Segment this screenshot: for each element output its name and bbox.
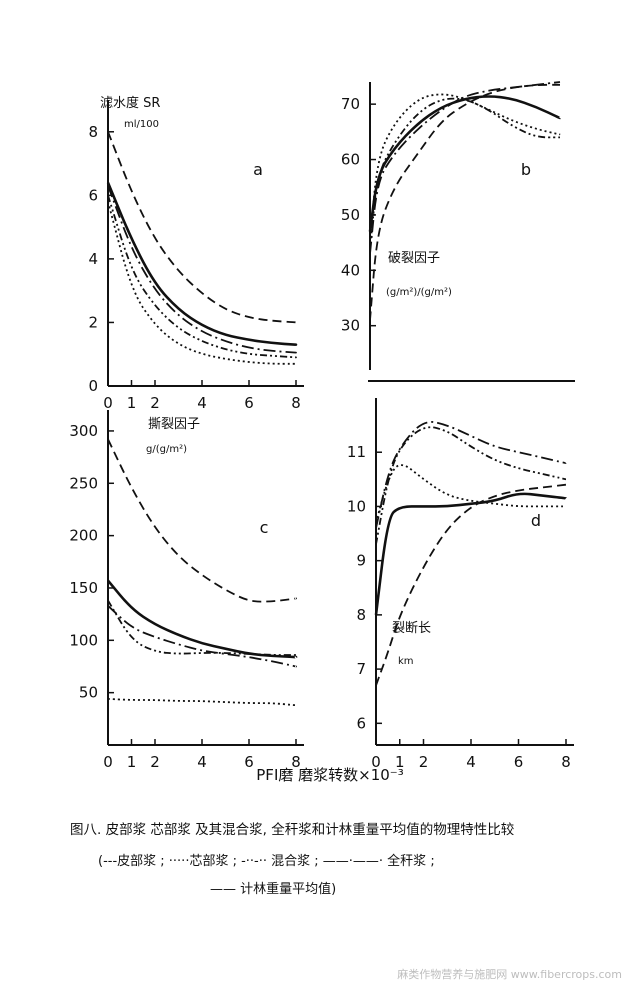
panel-b-y-tick-label: 30 <box>341 317 360 335</box>
panel-b-series-dashed <box>369 83 560 321</box>
panel-d-x-tick-label: 6 <box>514 753 524 771</box>
panel-a-series-dashdot <box>107 185 297 354</box>
panel-d-series-solid <box>374 492 567 616</box>
panel-a-ylabel: 滤水度 SR <box>100 95 160 111</box>
panel-a-series-dotted <box>107 201 297 365</box>
panel-c-x-tick-label: 8 <box>291 753 301 771</box>
panel-c-series-dashdotdot <box>107 600 297 656</box>
panel-c-x-tick-label: 4 <box>197 753 207 771</box>
panel-d-x-tick-label: 0 <box>371 753 381 771</box>
watermark: 麻类作物营养与施肥网 www.fibercrops.com <box>397 968 622 981</box>
panel-c-series-dotted <box>107 698 297 707</box>
panel-c-x-tick-label: 0 <box>103 753 113 771</box>
panel-b-y-tick-label: 50 <box>341 206 360 224</box>
panel-c-letter: c <box>260 518 269 537</box>
panel-a-series-dashdotdot <box>107 195 297 359</box>
panel-c-x-tick-label: 6 <box>244 753 254 771</box>
panel-d-series-dashed <box>375 483 567 686</box>
panel-c-series-dashdot <box>107 605 297 668</box>
panel-d-ylabel: 裂断长 <box>392 621 431 636</box>
panel-d-series-dashdot <box>375 421 567 529</box>
panel-c-yunit: g/(g/m²) <box>146 444 187 455</box>
panel-d-x-tick-label: 8 <box>561 753 571 771</box>
panel-d-y-tick-label: 8 <box>356 606 366 624</box>
panel-a-y-tick-label: 0 <box>88 377 98 395</box>
panel-a-series-dashed <box>107 131 297 324</box>
panel-a-x-tick-label: 4 <box>197 394 207 412</box>
panel-d-y-tick-label: 11 <box>347 443 366 461</box>
panel-c-x-tick-label: 2 <box>150 753 160 771</box>
panel-c-series-solid <box>107 579 298 659</box>
panel-d-series-dashdotdot <box>375 426 567 545</box>
panel-a-x-tick-label: 0 <box>103 394 113 412</box>
panel-b-series-dashdot <box>369 81 561 254</box>
panel-a-letter: a <box>253 160 263 179</box>
figure-caption-line3: —— 计林重量平均值) <box>210 882 337 897</box>
panel-d-x-tick-label: 1 <box>395 753 405 771</box>
panel-a-yunit: ml/100 <box>124 119 159 130</box>
panel-d-yunit: km <box>398 656 414 667</box>
panel-b-series-dashdotdot <box>369 97 560 249</box>
panel-b-letter: b <box>521 160 531 179</box>
panel-b-ylabel: 破裂因子 <box>388 251 440 266</box>
panel-d-x-tick-label: 2 <box>419 753 429 771</box>
panel-a-y-tick-label: 8 <box>88 123 98 141</box>
panel-c-y-tick-label: 200 <box>69 527 98 545</box>
panel-c-y-tick-label: 100 <box>69 631 98 649</box>
panel-c-x-tick-label: 1 <box>127 753 137 771</box>
panel-c-y-tick-label: 150 <box>69 579 98 597</box>
panel-a-series-solid <box>106 182 298 346</box>
panel-a-x-tick-label: 1 <box>127 394 137 412</box>
panel-b-y-tick-label: 60 <box>341 151 360 169</box>
x-axis-title: PFI磨 磨浆转数×10⁻³ <box>256 766 403 784</box>
panel-a-x-tick-label: 2 <box>150 394 160 412</box>
panel-c-y-tick-label: 50 <box>79 684 98 702</box>
panel-a-x-tick-label: 8 <box>291 394 301 412</box>
panel-b-series-solid <box>368 95 562 232</box>
figure-caption-line1: 图八. 皮部浆 芯部浆 及其混合浆, 全秆浆和计林重量平均值的物理特性比较 <box>70 822 515 838</box>
panel-b-series-dotted <box>369 93 561 243</box>
panel-b-y-tick-label: 40 <box>341 261 360 279</box>
panel-a-y-tick-label: 6 <box>88 186 98 204</box>
panel-c-y-tick-label: 250 <box>69 474 98 492</box>
panel-d-x-tick-label: 4 <box>466 753 476 771</box>
panel-c-series-dashed <box>107 438 297 603</box>
panel-b-y-tick-label: 70 <box>341 95 360 113</box>
panel-d-y-tick-label: 7 <box>356 660 366 678</box>
panel-d-letter: d <box>531 511 541 530</box>
panel-a-x-tick-label: 6 <box>244 394 254 412</box>
figure-caption-line2: (---皮部浆 ; ·····芯部浆 ; -··-·· 混合浆 ; ——·——·… <box>98 854 435 869</box>
panel-c-y-tick-label: 300 <box>69 422 98 440</box>
panel-b-yunit: (g/m²)/(g/m²) <box>386 287 452 298</box>
panel-a-y-tick-label: 2 <box>88 313 98 331</box>
panel-d-y-tick-label: 10 <box>347 497 366 515</box>
panel-d-y-tick-label: 9 <box>356 552 366 570</box>
panel-d-series-dotted <box>375 464 566 523</box>
panel-d-y-tick-label: 6 <box>356 714 366 732</box>
panel-c-ylabel: 撕裂因子 <box>148 417 200 432</box>
panel-a-y-tick-label: 4 <box>88 250 98 268</box>
